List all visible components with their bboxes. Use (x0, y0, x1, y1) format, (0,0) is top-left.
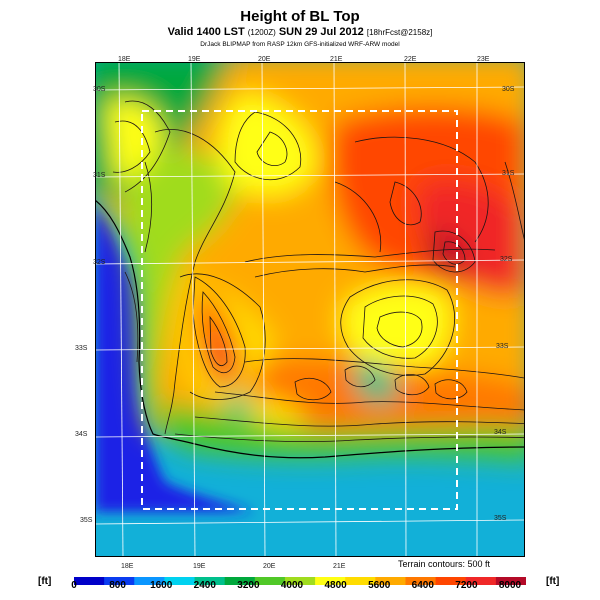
lat-label-left: 30S (93, 86, 106, 93)
lat-label-right: 35S (494, 515, 507, 522)
lat-label-left: 31S (93, 172, 106, 179)
lon-label-top: 23E (477, 56, 490, 63)
terrain-contour-note: Terrain contours: 500 ft (398, 559, 491, 569)
colorbar-swatch (254, 577, 286, 585)
colorbar-tick-label: 3200 (237, 580, 260, 591)
lat-label-left: 35S (80, 517, 93, 524)
lat-label-right: 34S (494, 429, 507, 436)
map-border (95, 62, 525, 557)
colorbar-tick-label: 4000 (280, 580, 304, 591)
bl-top-map (95, 62, 525, 557)
colorbar-tick-label: 5600 (368, 580, 391, 591)
colorbar-swatch (405, 577, 437, 585)
colorbar-swatch (315, 577, 346, 585)
lon-label-bottom: 21E (333, 563, 346, 570)
colorbar-tick-label: 0 (71, 580, 77, 591)
lon-label-top: 21E (330, 56, 343, 63)
lat-label-right: 32S (500, 256, 513, 263)
colorbar-swatch (224, 577, 256, 585)
colorbar-swatch (375, 577, 406, 585)
colorbar-swatch (194, 577, 226, 585)
colorbar-tick-label: 6400 (411, 580, 434, 591)
lat-label-left: 32S (93, 259, 106, 266)
lat-label-left: 34S (75, 431, 88, 438)
lon-label-bottom: 19E (193, 563, 206, 570)
valid-time: Valid 1400 LST (1200Z) SUN 29 Jul 2012 [… (0, 26, 600, 38)
utc-time: (1200Z) (247, 28, 276, 37)
colorbar-swatch (74, 577, 105, 585)
lon-label-bottom: 18E (121, 563, 134, 570)
lon-label-top: 19E (188, 56, 201, 63)
lat-label-right: 31S (502, 170, 515, 177)
colorbar-swatch (164, 577, 196, 585)
colorbar-tick-label: 7200 (455, 580, 478, 591)
colorbar-swatch (134, 577, 165, 585)
model-description: DrJack BLIPMAP from RASP 12km GFS-initia… (200, 41, 400, 48)
colorbar (74, 577, 526, 585)
terrain-contours (112, 100, 525, 443)
valid-date: SUN 29 Jul 2012 (278, 26, 364, 38)
inner-domain-box (141, 110, 458, 510)
colorbar-swatch (435, 577, 467, 585)
colorbar-tick-label: 2400 (193, 580, 216, 591)
lat-lon-grid (95, 62, 525, 557)
colorbar-swatch (284, 577, 316, 585)
colorbar-tick-label: 8000 (498, 580, 522, 591)
lon-label-top: 18E (118, 56, 131, 63)
lat-label-right: 33S (496, 343, 509, 350)
colorbar-unit-left: [ft] (38, 576, 52, 587)
colorbar-tick-label: 800 (109, 580, 126, 591)
page-title: Height of BL Top (240, 8, 360, 25)
colorbar-swatch (104, 577, 135, 585)
colorbar-swatch (495, 577, 526, 585)
colorbar-swatch (345, 577, 376, 585)
lat-label-left: 33S (75, 345, 88, 352)
forecast-info: [18hrFcst@2158z] (366, 28, 433, 37)
lat-label-right: 30S (502, 86, 515, 93)
colorbar-tick-label: 4800 (324, 580, 347, 591)
colorbar-swatch (465, 577, 497, 585)
colorbar-unit-right: [ft] (546, 576, 560, 587)
lon-label-top: 20E (258, 56, 271, 63)
lon-label-top: 22E (404, 56, 417, 63)
colorbar-tick-label: 1600 (150, 580, 173, 591)
valid-time-label: Valid 1400 LST (167, 26, 245, 38)
lon-label-bottom: 20E (263, 563, 276, 570)
